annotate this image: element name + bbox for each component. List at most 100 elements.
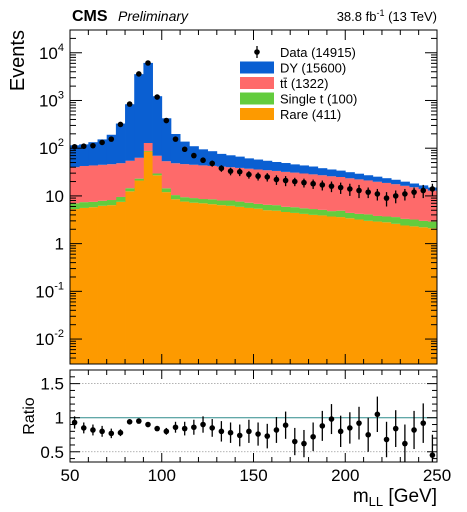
- bar-dy-32: [363, 175, 374, 181]
- bar-single-2: [88, 201, 98, 208]
- bar-dy-12: [180, 141, 190, 165]
- ratio-point: [337, 415, 344, 448]
- bar-rare-24: [290, 212, 300, 364]
- bar-dy-6: [125, 104, 135, 161]
- bar-rare-26: [308, 214, 319, 364]
- data-point: [145, 60, 151, 66]
- ratio-point: [246, 419, 252, 443]
- bar-dy-2: [88, 142, 98, 166]
- bar-rare-27: [317, 215, 328, 364]
- data-point: [136, 71, 142, 77]
- bar-dy-28: [326, 169, 337, 177]
- ratio-point: [163, 427, 170, 435]
- data-point: [255, 172, 261, 181]
- bar-single-10: [161, 188, 172, 193]
- bar-tt-14: [198, 165, 209, 200]
- bar-dy-35: [391, 179, 401, 185]
- bar-dy-17: [225, 155, 236, 168]
- ratio-point: [181, 421, 188, 436]
- bar-tt-10: [161, 161, 172, 189]
- bar-rare-1: [79, 207, 89, 364]
- x-axis-label: mLL [GeV]: [353, 486, 437, 509]
- ratio-point: [291, 427, 298, 456]
- bar-rare-35: [391, 223, 401, 364]
- data-point: [71, 143, 78, 150]
- data-point: [273, 175, 280, 185]
- bar-single-13: [189, 198, 199, 203]
- bar-rare-6: [125, 191, 135, 364]
- ratio-point: [310, 422, 316, 452]
- bar-tt-19: [244, 168, 254, 203]
- y-tick-label: 10: [45, 187, 64, 206]
- y-tick-label: 10-1: [35, 280, 64, 301]
- ratio-point: [264, 423, 271, 449]
- ratio-point: [191, 419, 197, 435]
- bar-dy-33: [372, 176, 383, 182]
- bar-rare-31: [354, 219, 365, 364]
- ratio-axis-ticks: [69, 370, 438, 462]
- bar-single-8: [143, 150, 153, 152]
- data-point: [90, 142, 96, 149]
- ratio-plot: 0.5 1 1.5 50 100 150 200 250: [40, 369, 451, 485]
- bar-single-31: [354, 213, 365, 220]
- ratio-point: [209, 419, 216, 437]
- legend-label: DY (15600): [280, 61, 346, 76]
- ratio-point: [255, 422, 261, 446]
- bar-dy-25: [299, 165, 309, 174]
- data-point: [108, 136, 115, 142]
- bar-single-4: [106, 200, 117, 206]
- bar-dy-36: [400, 181, 410, 186]
- ratio-point: [411, 410, 417, 450]
- bar-rare-14: [198, 203, 209, 364]
- bar-single-39: [427, 221, 438, 229]
- data-point: [80, 143, 87, 150]
- legend: Data (14915)DY (15600)tt̄ (1322)Single t…: [240, 45, 357, 122]
- bar-dy-11: [170, 134, 181, 164]
- bar-tt-28: [326, 176, 337, 212]
- bar-dy-22: [271, 161, 282, 171]
- y-tick-label: 104: [39, 42, 64, 63]
- ratio-points: [71, 396, 436, 462]
- bar-rare-11: [170, 199, 181, 364]
- y-tick-label: 102: [39, 137, 64, 158]
- bar-dy-4: [106, 134, 117, 165]
- ratio-point: [402, 424, 408, 462]
- bar-single-19: [244, 202, 254, 208]
- bar-single-23: [281, 206, 291, 212]
- y-tick-label: 103: [39, 89, 64, 110]
- bar-dy-23: [281, 163, 291, 172]
- ratio-grid: [70, 383, 437, 453]
- ratio-point: [420, 403, 427, 443]
- bar-single-30: [345, 212, 355, 219]
- data-point: [420, 184, 427, 199]
- ratio-point: [301, 429, 307, 458]
- data-point: [200, 157, 206, 164]
- x-tick-label: 150: [239, 466, 267, 485]
- data-point: [392, 190, 399, 204]
- bar-tt-18: [235, 167, 245, 202]
- bar-rare-9: [152, 175, 163, 364]
- bar-single-20: [253, 203, 264, 209]
- bar-rare-29: [336, 217, 346, 364]
- bar-rare-15: [207, 204, 218, 364]
- data-point: [319, 180, 326, 191]
- bar-tt-12: [180, 164, 190, 198]
- bar-dy-3: [97, 139, 108, 165]
- bar-tt-25: [299, 173, 309, 209]
- x-tick-label: 50: [61, 466, 80, 485]
- ratio-point: [136, 418, 142, 424]
- data-point: [181, 146, 188, 153]
- bar-dy-14: [198, 149, 209, 166]
- bar-dy-10: [161, 118, 172, 162]
- data-point: [236, 168, 243, 177]
- bar-rare-23: [281, 212, 291, 364]
- ratio-point: [99, 425, 105, 437]
- bar-single-7: [134, 178, 144, 181]
- status-label: Preliminary: [118, 8, 189, 24]
- ratio-point: [347, 412, 353, 444]
- bar-dy-9: [152, 96, 163, 156]
- bar-dy-1: [79, 144, 89, 166]
- data-point: [301, 178, 307, 188]
- bar-rare-16: [216, 205, 227, 364]
- bar-single-28: [326, 211, 337, 217]
